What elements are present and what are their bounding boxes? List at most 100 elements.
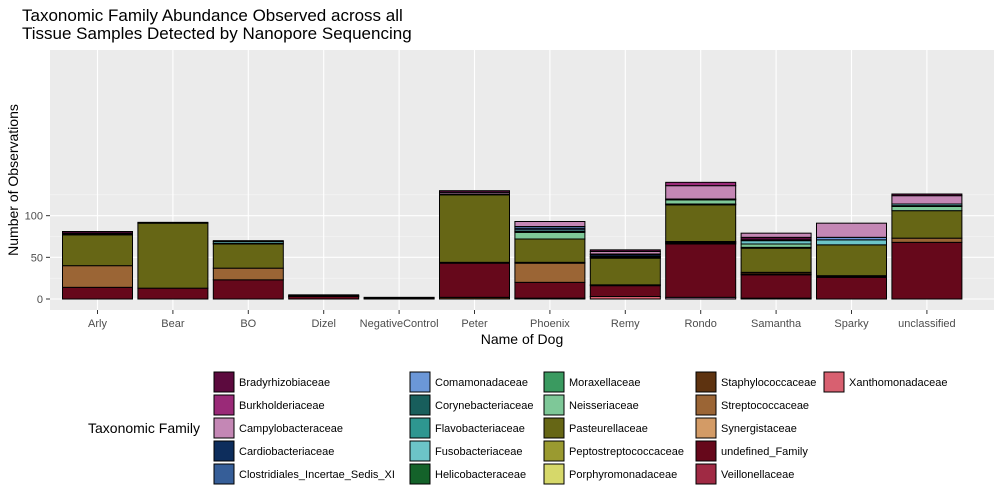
legend-swatch — [543, 440, 565, 462]
bar-Samantha — [740, 232, 812, 300]
bar-segment-Pasteurellaceae — [891, 210, 963, 239]
legend-swatch — [695, 371, 717, 393]
bar-segment-Pasteurellaceae — [439, 194, 510, 263]
bar-segment-Pasteurellaceae — [740, 247, 812, 273]
bar-segment-Neisseriaceae — [514, 231, 586, 240]
bar-segment-undefined_Family — [62, 286, 133, 300]
legend-label: Burkholderiaceae — [239, 400, 325, 412]
legend-label: Helicobacteraceae — [435, 469, 526, 481]
legend-item: undefined_Family — [695, 440, 808, 462]
bar-segment-Neisseriaceae — [891, 206, 963, 212]
legend-label: Pasteurellaceae — [569, 423, 648, 435]
legend-item: Streptococcaceae — [695, 394, 809, 416]
bar-segment-Campylobacteraceae — [665, 185, 737, 200]
bar-segment-undefined_Family — [740, 274, 812, 299]
x-tick-label: Samantha — [751, 318, 802, 330]
x-tick-label: Rondo — [684, 318, 716, 330]
x-tick-label: Peter — [461, 318, 488, 330]
legend-swatch — [543, 463, 565, 485]
legend-swatch — [543, 417, 565, 439]
legend-label: Flavobacteriaceae — [435, 423, 525, 435]
bar-segment-Streptococcaceae — [62, 265, 133, 288]
bar-segment-Streptococcaceae — [514, 262, 586, 283]
y-tick-label: 0 — [37, 294, 43, 306]
legend-item: Peptostreptococcaceae — [543, 440, 684, 462]
legend-swatch — [409, 394, 431, 416]
legend-item: Veillonellaceae — [695, 463, 794, 485]
legend-item: Burkholderiaceae — [213, 394, 325, 416]
legend-title: Taxonomic Family — [88, 420, 200, 436]
legend-item: Synergistaceae — [695, 417, 797, 439]
bar-Phoenix — [514, 221, 586, 300]
legend-label: Corynebacteriaceae — [435, 400, 533, 412]
bar-segment-Cardiobacteriaceae — [137, 221, 209, 224]
legend-label: Xanthomonadaceae — [849, 377, 947, 389]
bar-segment-Pasteurellaceae — [212, 243, 284, 269]
legend-label: undefined_Family — [721, 446, 808, 458]
bar-segment-Streptococcaceae — [891, 237, 963, 243]
legend-swatch — [213, 394, 235, 416]
legend-item: Fusobacteriaceae — [409, 440, 522, 462]
bar-segment-Pasteurellaceae — [589, 257, 661, 286]
bar-segment-undefined_Family — [514, 281, 586, 299]
bar-segment-Pasteurellaceae — [665, 204, 737, 243]
legend-item: Campylobacteraceae — [213, 417, 343, 439]
x-axis-ticks: Arly Bear BO Dizel NegativeControl Peter Phoen… — [88, 310, 956, 330]
bar-NegativeControl — [363, 296, 435, 300]
bar-segment-Clostridiales_Incertae_Sedis_XI — [363, 296, 435, 299]
x-tick-label: Sparky — [834, 318, 869, 330]
bar-segment-Bradyrhizobiaceae — [62, 231, 133, 234]
legend-label: Moraxellaceae — [569, 377, 641, 389]
legend-swatch — [695, 440, 717, 462]
bar-Remy — [589, 249, 661, 300]
bar-segment-Cardiobacteriaceae — [288, 294, 360, 297]
bar-segment-Pasteurellaceae — [137, 222, 209, 289]
bar-segment-undefined_Family — [212, 279, 284, 300]
legend-item: Pasteurellaceae — [543, 417, 648, 439]
chart-title-line-2: Tissue Samples Detected by Nanopore Sequ… — [22, 24, 412, 43]
bar-segment-Cardiobacteriaceae — [212, 240, 284, 243]
legend-swatch — [695, 394, 717, 416]
y-axis-title: Number of Observations — [5, 104, 21, 256]
legend-label: Campylobacteraceae — [239, 423, 343, 435]
bar-segment-undefined_Family — [589, 285, 661, 298]
bar-segment-undefined_Family — [439, 262, 510, 298]
legend-label: Porphyromonadaceae — [569, 469, 677, 481]
legend-label: Bradyrhizobiaceae — [239, 377, 330, 389]
legend-swatch — [409, 417, 431, 439]
legend-label: Streptococcaceae — [721, 400, 809, 412]
legend-item: Clostridiales_Incertae_Sedis_XI — [213, 463, 395, 485]
legend-swatch — [695, 463, 717, 485]
bar-segment-Campylobacteraceae — [740, 232, 812, 238]
legend-item: Neisseriaceae — [543, 394, 639, 416]
bar-unclassified — [891, 193, 963, 300]
y-axis-ticks: 0 50 100 — [25, 211, 50, 306]
x-tick-label: BO — [240, 318, 256, 330]
legend-swatch — [213, 440, 235, 462]
legend-item: Comamonadaceae — [409, 371, 528, 393]
bar-segment-Pasteurellaceae — [62, 234, 133, 267]
bar-segment-Bradyrhizobiaceae — [891, 193, 963, 197]
legend-label: Peptostreptococcaceae — [569, 446, 684, 458]
bar-segment-undefined_Family — [816, 276, 887, 300]
legend-swatch — [823, 371, 845, 393]
legend-label: Neisseriaceae — [569, 400, 639, 412]
legend-swatch — [543, 394, 565, 416]
legend-item: Porphyromonadaceae — [543, 463, 677, 485]
legend-label: Clostridiales_Incertae_Sedis_XI — [239, 469, 395, 481]
bar-segment-Campylobacteraceae — [891, 195, 963, 205]
bar-segment-Pasteurellaceae — [514, 238, 586, 263]
x-tick-label: unclassified — [898, 318, 955, 330]
bar-Sparky — [816, 222, 887, 300]
bar-Peter — [439, 190, 510, 300]
bar-segment-Burkholderiaceae — [665, 181, 737, 187]
chart-title-line-1: Taxonomic Family Abundance Observed acro… — [22, 6, 403, 25]
legend-item: Helicobacteraceae — [409, 463, 526, 485]
bar-segment-Streptococcaceae — [212, 267, 284, 281]
x-tick-label: Arly — [88, 318, 107, 330]
legend-swatch — [543, 371, 565, 393]
y-tick-label: 50 — [31, 252, 43, 264]
x-axis-title: Name of Dog — [481, 331, 563, 347]
bar-segment-undefined_Family — [137, 287, 209, 300]
